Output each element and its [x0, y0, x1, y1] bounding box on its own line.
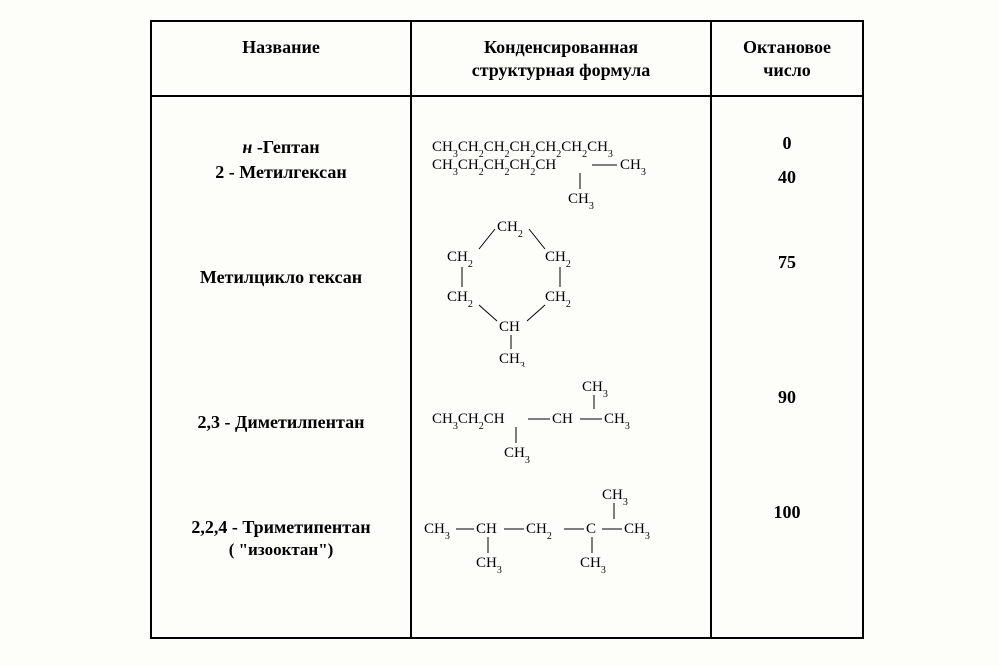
svg-text:CH3: CH3	[620, 157, 646, 178]
octane-table: Название Конденсированная структурная фо…	[150, 20, 864, 639]
svg-text:CH3CH2CH: CH3CH2CH	[432, 411, 505, 432]
svg-text:CH2: CH2	[545, 249, 571, 270]
octane-row-0: 0	[712, 133, 862, 154]
header-octane-line1: Октановое	[743, 37, 831, 57]
name-row-4-sub: ( "изооктан")	[229, 540, 334, 559]
name-row-0-rest: -Гептан	[252, 137, 319, 157]
svg-text:CH2: CH2	[447, 249, 473, 270]
svg-text:CH3: CH3	[504, 445, 530, 466]
svg-text:CH: CH	[552, 411, 573, 427]
name-row-1: 2 - Метилгексан	[152, 162, 410, 184]
formulas-column: CH3CH2CH2CH2CH2CH2CH3 CH3CH2CH2CH2CH CH3…	[412, 97, 712, 637]
svg-text:CH2: CH2	[497, 219, 523, 240]
formula-row-0: CH3CH2CH2CH2CH2CH2CH3	[432, 137, 692, 157]
names-column: н -Гептан 2 - Метилгексан Метилцикло гек…	[152, 97, 412, 637]
header-octane-line2: число	[763, 60, 811, 80]
octane-row-3: 90	[712, 387, 862, 408]
table-header-row: Название Конденсированная структурная фо…	[152, 22, 862, 97]
svg-text:CH2: CH2	[526, 521, 552, 542]
svg-text:CH3: CH3	[476, 555, 502, 576]
svg-text:CH3: CH3	[624, 521, 650, 542]
svg-text:CH3: CH3	[424, 521, 450, 542]
octane-column: 0 40 75 90 100	[712, 97, 862, 637]
header-name-text: Название	[242, 37, 320, 57]
octane-row-1: 40	[712, 167, 862, 188]
formula-row-4: CH3 CH3 CH CH2 C CH3 CH3 CH3	[424, 485, 694, 585]
header-octane: Октановое число	[712, 22, 862, 95]
header-formula-line2: структурная формула	[472, 60, 651, 80]
svg-text:CH: CH	[476, 521, 497, 537]
name-row-4-main: 2,2,4 - Триметипентан	[191, 517, 370, 537]
name-row-0-prefix: н	[242, 137, 252, 157]
svg-text:CH3: CH3	[582, 379, 608, 400]
svg-text:CH: CH	[499, 319, 520, 335]
svg-text:CH2: CH2	[447, 289, 473, 310]
name-row-3: 2,3 - Диметилпентан	[152, 412, 410, 434]
svg-text:CH3: CH3	[580, 555, 606, 576]
table-body: н -Гептан 2 - Метилгексан Метилцикло гек…	[152, 97, 862, 637]
svg-text:CH3: CH3	[499, 351, 525, 367]
header-name: Название	[152, 22, 412, 95]
svg-text:CH3CH2CH2CH2CH: CH3CH2CH2CH2CH	[432, 157, 556, 178]
svg-text:CH3: CH3	[604, 411, 630, 432]
formula-row-3: CH3 CH3CH2CH CH CH3 CH3	[432, 377, 692, 467]
name-row-4: 2,2,4 - Триметипентан ( "изооктан")	[152, 517, 410, 560]
octane-row-2: 75	[712, 252, 862, 273]
svg-text:CH3: CH3	[568, 191, 594, 210]
header-formula: Конденсированная структурная формула	[412, 22, 712, 95]
name-row-2: Метилцикло гексан	[152, 267, 410, 289]
svg-text:CH3: CH3	[602, 487, 628, 508]
formula-row-1: CH3CH2CH2CH2CH CH3 CH3	[432, 155, 692, 210]
formula-row-2: CH2 CH2 CH2 CH2 CH2 CH CH3	[437, 217, 607, 367]
octane-row-4: 100	[712, 502, 862, 523]
name-row-0: н -Гептан	[152, 137, 410, 159]
header-formula-line1: Конденсированная	[484, 37, 638, 57]
svg-text:CH2: CH2	[545, 289, 571, 310]
svg-text:C: C	[586, 521, 596, 537]
